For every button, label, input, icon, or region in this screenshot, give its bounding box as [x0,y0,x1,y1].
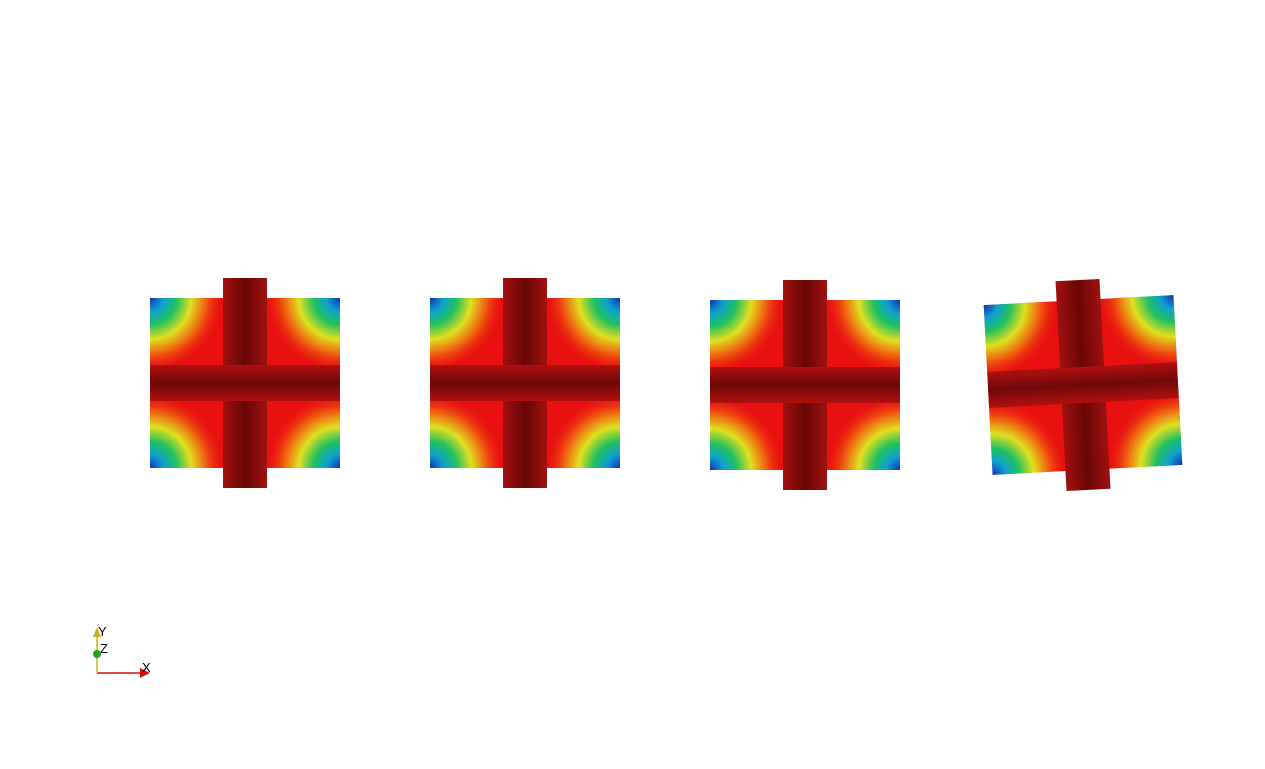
y-arrow [93,627,101,637]
surface-3 [635,225,975,545]
x-arrow [140,668,150,678]
surface-4 [905,216,1261,553]
x-label: X [142,660,151,675]
axes-widget: X Y Z [93,624,151,678]
surface-1 [75,223,415,543]
z-label: Z [100,641,108,656]
z-axis [93,650,101,658]
y-label: Y [98,624,107,639]
surface-2 [355,223,695,543]
surfaces [75,216,1261,553]
